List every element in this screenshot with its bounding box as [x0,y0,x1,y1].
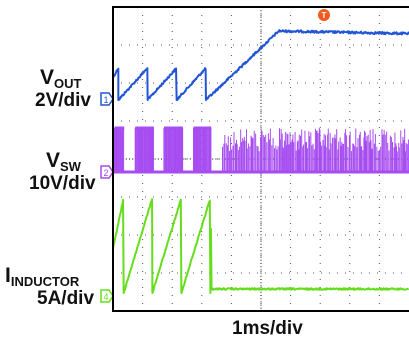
channel-marker-4: 4 [100,289,114,303]
vsw-subscript: SW [60,159,81,174]
vsw-name: V [46,149,61,172]
vout-subscript: OUT [54,76,82,91]
trigger-marker: T [318,9,330,21]
channel-marker-label: 2 [103,168,108,178]
trigger-marker-label: T [322,11,327,20]
vout-scale: 2V/div [35,90,91,111]
plot-frame [112,6,409,312]
inductor-subscript: INDUCTOR [10,274,80,289]
vout-trace [112,29,409,102]
vout-label: VOUT [40,67,81,90]
trigger-marker-dot [318,9,330,21]
channel-marker-shape [100,165,114,179]
inductor-current-trace [112,198,409,294]
vout-name: V [40,66,55,89]
x-axis-label: 1ms/div [232,318,303,339]
channel-marker-label: 1 [103,95,108,105]
inductor-scale: 5A/div [37,288,95,309]
channel-marker-shape [100,92,114,106]
vsw-trace [113,126,409,174]
channel-marker-label: 4 [103,292,108,302]
traces [112,29,409,294]
channel-marker-shape [100,289,114,303]
channel-marker-1: 1 [100,92,114,106]
channel-marker-2: 2 [100,165,114,179]
inductor-name: I [5,264,11,287]
vsw-label: VSW [46,150,81,173]
inductor-label: IINDUCTOR [5,265,79,288]
channel-markers: 1 2 4 [100,92,114,303]
vsw-scale: 10V/div [29,173,96,194]
